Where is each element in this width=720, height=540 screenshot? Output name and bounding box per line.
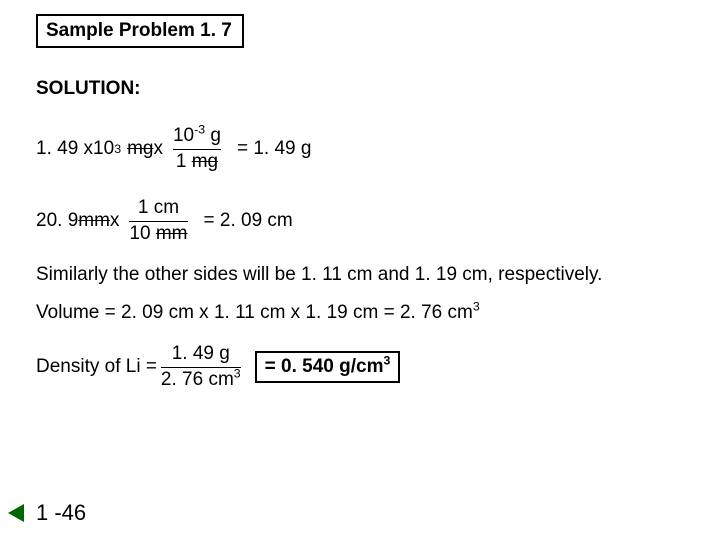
eq2-lhs-unit: mm	[78, 210, 110, 232]
eq1-frac-numerator: 10-3 g	[173, 126, 221, 147]
eq1-lhs-ten: 10	[93, 138, 114, 160]
eq1-times: x	[153, 138, 163, 160]
eq3-frac-numerator: 1. 49 g	[172, 344, 230, 365]
equation-density: Density of Li = 1. 49 g 2. 76 cm3 = 0. 5…	[36, 344, 400, 391]
prev-arrow-icon[interactable]	[8, 504, 24, 522]
page-number: 1 -46	[36, 500, 86, 526]
eq2-frac-numerator: 1 cm	[138, 198, 179, 219]
problem-title: Sample Problem 1. 7	[46, 20, 232, 41]
eq1-lhs-unit: mg	[127, 138, 153, 160]
eq3-fraction: 1. 49 g 2. 76 cm3	[161, 344, 241, 391]
eq2-rhs: = 2. 09 cm	[204, 210, 293, 232]
problem-title-box: Sample Problem 1. 7	[36, 14, 244, 48]
density-label: Density of Li =	[36, 356, 157, 378]
eq1-frac-denominator: 1 mg	[176, 152, 218, 173]
eq2-times: x	[110, 210, 120, 232]
eq1-rhs: = 1. 49 g	[237, 138, 311, 160]
density-answer-box: = 0. 540 g/cm3	[255, 351, 401, 383]
eq2-frac-denominator: 10 mm	[129, 224, 187, 245]
eq1-fraction: 10-3 g 1 mg	[173, 126, 221, 173]
eq2-lhs-num: 20. 9	[36, 210, 78, 232]
equation-length-conversion: 20. 9 mm x 1 cm 10 mm = 2. 09 cm	[36, 198, 293, 245]
solution-heading: SOLUTION:	[36, 78, 141, 100]
equation-mass-conversion: 1. 49 x 103 mg x 10-3 g 1 mg = 1. 49 g	[36, 126, 311, 173]
eq1-lhs-num: 1. 49 x	[36, 138, 93, 160]
similar-sides-text: Similarly the other sides will be 1. 11 …	[36, 264, 680, 286]
volume-line: Volume = 2. 09 cm x 1. 11 cm x 1. 19 cm …	[36, 302, 680, 324]
eq2-fraction: 1 cm 10 mm	[129, 198, 187, 245]
eq3-frac-denominator: 2. 76 cm3	[161, 370, 241, 391]
